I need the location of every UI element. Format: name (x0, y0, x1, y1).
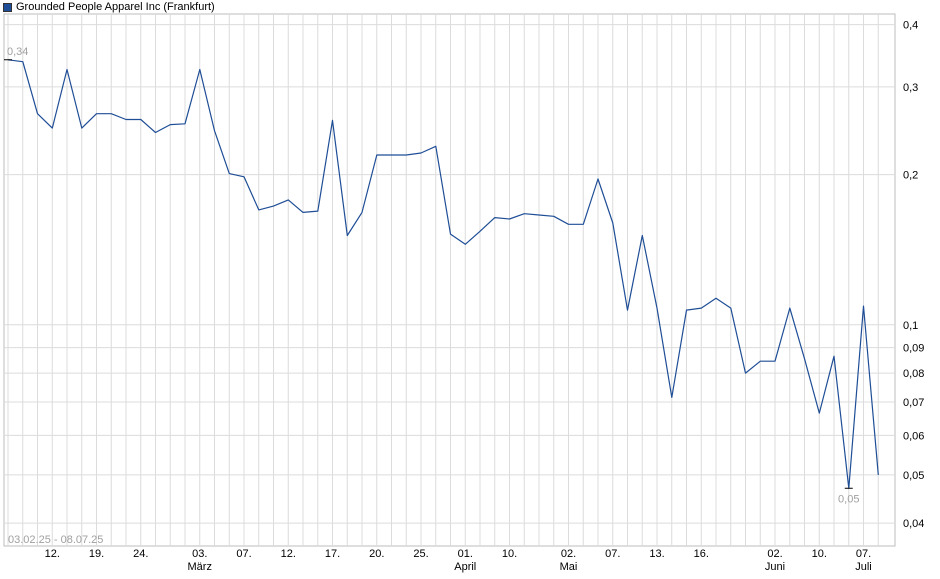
y-tick-label: 0,09 (903, 343, 924, 355)
x-tick-label: 12. (281, 548, 296, 560)
chart-title: Grounded People Apparel Inc (Frankfurt) (16, 1, 215, 13)
x-tick-label: 12. (45, 548, 60, 560)
x-tick-label: 10. (812, 548, 827, 560)
series-layer (7, 59, 879, 489)
x-tick-label: 01. (458, 548, 473, 560)
x-month-label: März (188, 561, 212, 573)
x-tick-label: 13. (649, 548, 664, 560)
x-month-label: Juli (855, 561, 872, 573)
price-line (7, 59, 879, 489)
plot-area (3, 13, 896, 547)
x-tick-label: 16. (694, 548, 709, 560)
y-tick-label: 0,04 (903, 518, 924, 530)
y-tick-label: 0,4 (903, 20, 918, 32)
y-tick-label: 0,3 (903, 82, 918, 94)
chart-legend: Grounded People Apparel Inc (Frankfurt) (3, 0, 215, 14)
vertical-gridlines (7, 14, 879, 546)
x-tick-label: 03. (192, 548, 207, 560)
x-month-label: Juni (765, 561, 785, 573)
y-axis: 0,4 0,3 0,2 0,1 0,09 0,08 0,07 0,06 0,05 0,04 (903, 20, 924, 531)
x-tick-label: 20. (369, 548, 384, 560)
x-month-label: April (454, 561, 476, 573)
y-tick-label: 0,06 (903, 430, 924, 442)
x-tick-label: 17. (325, 548, 340, 560)
y-tick-label: 0,08 (903, 368, 924, 380)
annotation-label: 0,05 (838, 493, 859, 505)
x-tick-label: 25. (413, 548, 428, 560)
x-tick-label: 02. (561, 548, 576, 560)
y-tick-label: 0,07 (903, 397, 924, 409)
x-tick-label: 07. (236, 548, 251, 560)
legend-swatch (3, 2, 12, 12)
x-tick-label: 24. (133, 548, 148, 560)
y-tick-label: 0,2 (903, 170, 918, 182)
x-tick-label: 10. (502, 548, 517, 560)
x-tick-label: 07. (856, 548, 871, 560)
x-tick-label: 19. (89, 548, 104, 560)
date-range-label: 03.02.25 - 08.07.25 (8, 534, 103, 546)
annotation-label: 0,34 (7, 46, 28, 58)
x-tick-label: 07. (605, 548, 620, 560)
y-tick-label: 0,1 (903, 320, 918, 332)
x-month-label: Mai (560, 561, 578, 573)
x-tick-label: 02. (767, 548, 782, 560)
annotation-layer: 0,34 0,05 (4, 46, 859, 505)
y-tick-label: 0,05 (903, 470, 924, 482)
x-axis: 12. 19. 24. 03.März 07. 12. 17. 20. 25. 01.April 1… (45, 548, 872, 573)
horizontal-gridlines (4, 24, 895, 524)
